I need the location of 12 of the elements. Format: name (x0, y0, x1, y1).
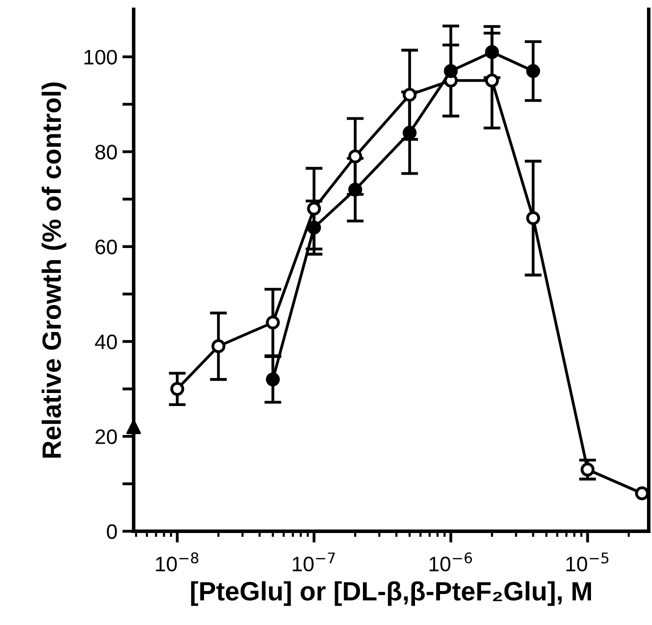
y-tick-label: 60 (96, 240, 117, 254)
y-tick-label: 40 (94, 334, 117, 350)
y-axis-title: Relative Growth (% of control) (42, 82, 66, 458)
y-tick-label: 20 (96, 429, 117, 444)
x-tick-label: 10$^{−8}$ (156, 552, 198, 572)
x-tick-label: 10$^{−7}$ (292, 552, 335, 572)
y-tick-label: 100 (84, 50, 117, 65)
x-tick-label: 10$^{−5}$ (566, 552, 608, 572)
y-tick-label: 80 (95, 144, 117, 160)
x-tick-label: 10$^{−6}$ (430, 552, 472, 572)
x-axis-title: [PteGlu] or [DL-β,β-PteF₂Glu], M (191, 581, 591, 606)
y-tick-label: 0 (106, 524, 117, 540)
